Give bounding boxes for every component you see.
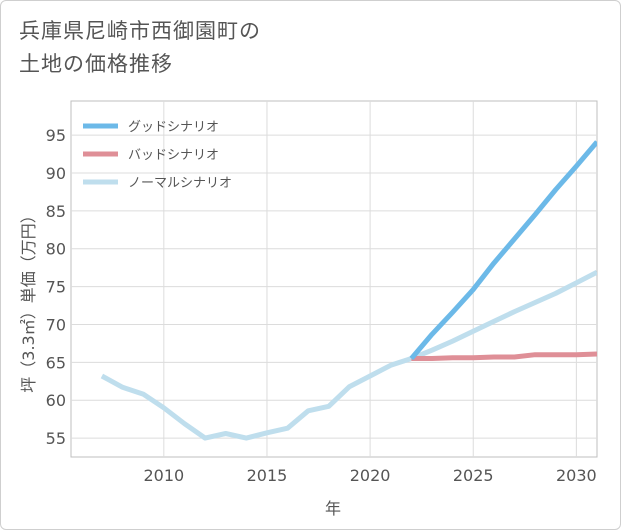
y-tick-label: 95: [46, 126, 66, 145]
x-tick-label: 2015: [247, 466, 288, 485]
plot-area: [70, 100, 598, 458]
y-tick-label: 55: [46, 429, 66, 448]
y-tick-label: 60: [46, 391, 66, 410]
x-tick-label: 2025: [453, 466, 494, 485]
series-line-bad: [411, 351, 597, 361]
title-line-1: 兵庫県尼崎市西御園町の: [19, 19, 261, 43]
y-tick-label: 80: [46, 240, 66, 259]
series-lines: [100, 140, 597, 441]
y-tick-label: 70: [46, 315, 66, 334]
y-tick-label: 90: [46, 164, 66, 183]
x-tick-label: 2030: [556, 466, 597, 485]
x-tick-label: 2010: [143, 466, 184, 485]
title-line-2: 土地の価格推移: [19, 52, 173, 76]
legend-label-normal: ノーマルシナリオ: [128, 176, 232, 191]
series-line-normal: [100, 269, 597, 441]
x-axis-label: 年: [325, 499, 341, 518]
x-gridlines: [163, 101, 577, 457]
chart-title: 兵庫県尼崎市西御園町の 土地の価格推移: [19, 15, 261, 81]
x-tick-label: 2020: [350, 466, 391, 485]
y-tick-label: 85: [46, 202, 66, 221]
y-tick-labels: 55 60 65 70 75 80 85 90 95: [46, 126, 66, 448]
y-tick-label: 65: [46, 353, 66, 372]
y-tick-label: 75: [46, 278, 66, 297]
legend-label-bad: バッドシナリオ: [128, 148, 219, 163]
series-line-good: [409, 140, 597, 361]
y-gridlines: [71, 134, 597, 439]
legend-label-good: グッドシナリオ: [128, 120, 219, 135]
y-axis-label: 坪（3.3㎡）単価（万円）: [19, 207, 38, 392]
x-tick-labels: 2010 2015 2020 2025 2030: [143, 466, 596, 485]
